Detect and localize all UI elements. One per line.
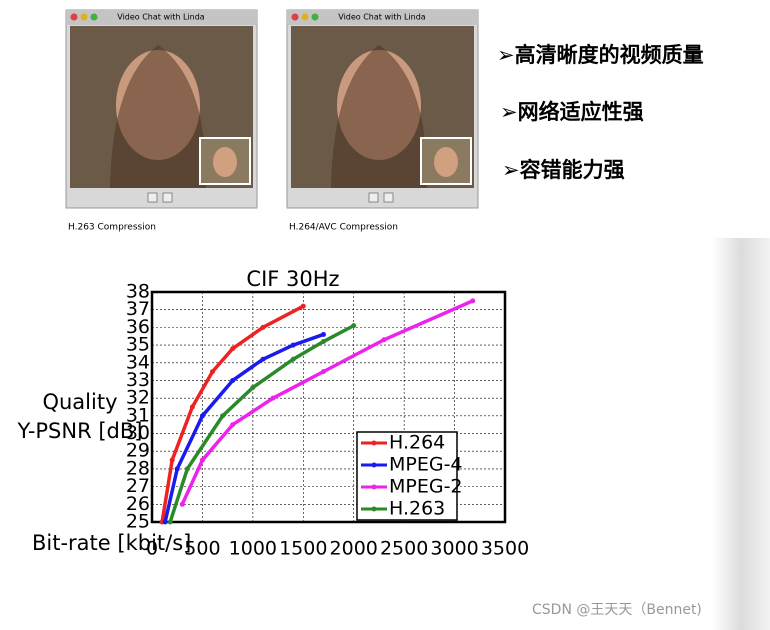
window-title: Video Chat with Linda <box>117 13 205 22</box>
point <box>189 404 195 410</box>
point <box>260 356 266 362</box>
legend-label: MPEG-2 <box>389 476 463 498</box>
point <box>270 395 276 401</box>
legend-box <box>356 431 458 521</box>
plot-frame <box>150 290 507 524</box>
point <box>300 303 306 309</box>
side-strip <box>712 238 770 630</box>
point <box>320 331 326 337</box>
y-tick-label: 36 <box>126 316 150 338</box>
point <box>162 519 168 525</box>
point <box>260 324 266 330</box>
x-tick-label: 2500 <box>380 538 428 560</box>
point <box>184 466 190 472</box>
point <box>199 413 205 419</box>
caption: H.264/AVC Compression <box>289 223 398 233</box>
watermark: CSDN @王天天（Bennet) <box>532 602 702 618</box>
x-tick-label: 1000 <box>229 538 277 560</box>
point <box>381 337 387 343</box>
x-tick-label: 3500 <box>481 538 529 560</box>
y-tick-label: 31 <box>126 404 150 426</box>
y-tick-label: 30 <box>126 422 150 444</box>
y-axis-label: Y-PSNR [dB] <box>16 419 142 443</box>
point <box>230 422 236 428</box>
point <box>250 385 256 391</box>
x-tick-label: 2000 <box>330 538 378 560</box>
legend-label: H.263 <box>389 498 445 520</box>
y-tick-label: 27 <box>126 475 150 497</box>
point <box>470 298 476 304</box>
bullet: ➢网络适应性强 <box>500 100 644 124</box>
y-tick-label: 25 <box>126 511 150 533</box>
point <box>290 356 296 362</box>
y-tick-label: 26 <box>126 493 150 515</box>
bullet: ➢容错能力强 <box>502 158 625 182</box>
point <box>199 457 205 463</box>
legend-swatch <box>371 506 377 512</box>
point <box>167 519 173 525</box>
x-tick-label: 500 <box>184 538 220 560</box>
point <box>169 457 175 463</box>
y-tick-label: 28 <box>126 457 150 479</box>
bullet: ➢高清晰度的视频质量 <box>497 43 704 67</box>
point <box>179 501 185 507</box>
y-tick-label: 35 <box>126 334 150 356</box>
legend-swatch <box>371 440 377 446</box>
legend-swatch <box>371 484 377 490</box>
y-tick-label: 32 <box>126 387 150 409</box>
video-window <box>65 9 258 209</box>
x-tick-label: 1500 <box>279 538 327 560</box>
x-tick-label: 3000 <box>430 538 478 560</box>
y-tick-label: 38 <box>126 281 150 303</box>
y-tick-label: 37 <box>126 298 150 320</box>
point <box>174 466 180 472</box>
y-axis-label: Quality <box>42 390 117 414</box>
window-title: Video Chat with Linda <box>338 13 426 22</box>
x-tick-label: 0 <box>146 538 158 560</box>
point <box>320 339 326 345</box>
x-axis-label: Bit-rate [kbit/s] <box>32 531 191 555</box>
point <box>290 342 296 348</box>
legend-label: H.264 <box>389 432 445 454</box>
point <box>320 369 326 375</box>
chart-title: CIF 30Hz <box>246 267 339 291</box>
legend-label: MPEG-4 <box>389 454 463 476</box>
point <box>351 323 357 329</box>
y-tick-label: 29 <box>126 440 150 462</box>
y-tick-label: 33 <box>126 369 150 391</box>
point <box>220 413 226 419</box>
y-tick-label: 34 <box>126 351 150 373</box>
point <box>230 346 236 352</box>
video-window <box>286 9 479 209</box>
legend-swatch <box>371 462 377 468</box>
point <box>210 369 216 375</box>
caption: H.263 Compression <box>68 223 156 233</box>
point <box>230 377 236 383</box>
